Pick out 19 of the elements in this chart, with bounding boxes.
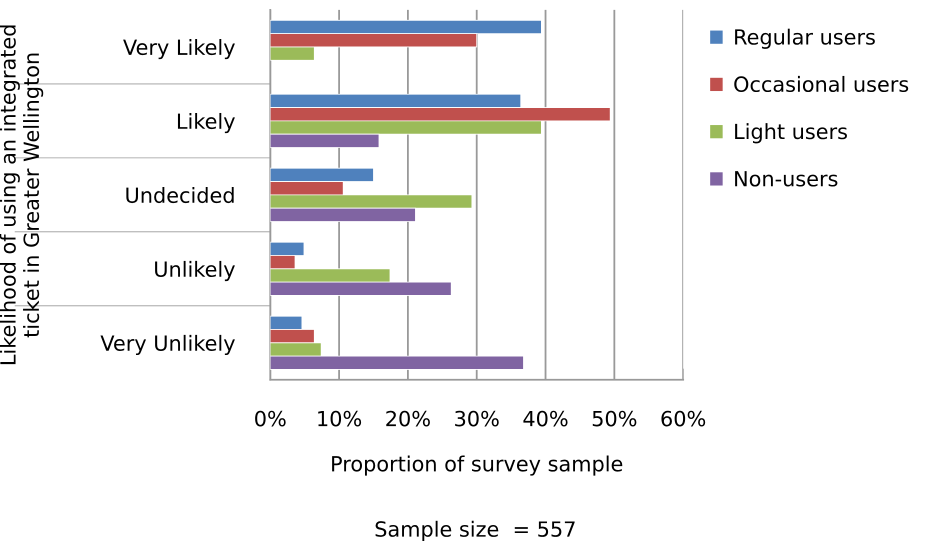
text: Sample size = 557 (376, 520, 575, 541)
legend-label: Non-users (735, 171, 838, 187)
x-tick-label: 50% (592, 410, 636, 426)
y-tick-label: Very Unlikely (100, 334, 235, 356)
x-tick-label: 10% (318, 410, 362, 426)
legend-label: Light users (735, 123, 847, 144)
y-axis-title: Likelihood of using an integrated ticket in Greater Wellington (0, 25, 44, 364)
y-tick-label: Likely (178, 112, 235, 134)
x-tick-label: 20% (386, 410, 430, 426)
y-tick-label: Unlikely (155, 260, 235, 282)
legend-label: Occasional users (734, 76, 908, 92)
x-axis-title: Proportion of survey sample (332, 455, 622, 476)
y-tick-label: Undecided (126, 186, 234, 204)
y-tick-label: Very Likely (123, 39, 235, 60)
legend-label: Regular users (735, 28, 875, 49)
x-tick-label: 30% (455, 410, 499, 426)
x-tick-label: 60% (661, 410, 706, 426)
x-tick-label: 0% (255, 410, 286, 426)
x-tick-label: 40% (523, 410, 568, 426)
